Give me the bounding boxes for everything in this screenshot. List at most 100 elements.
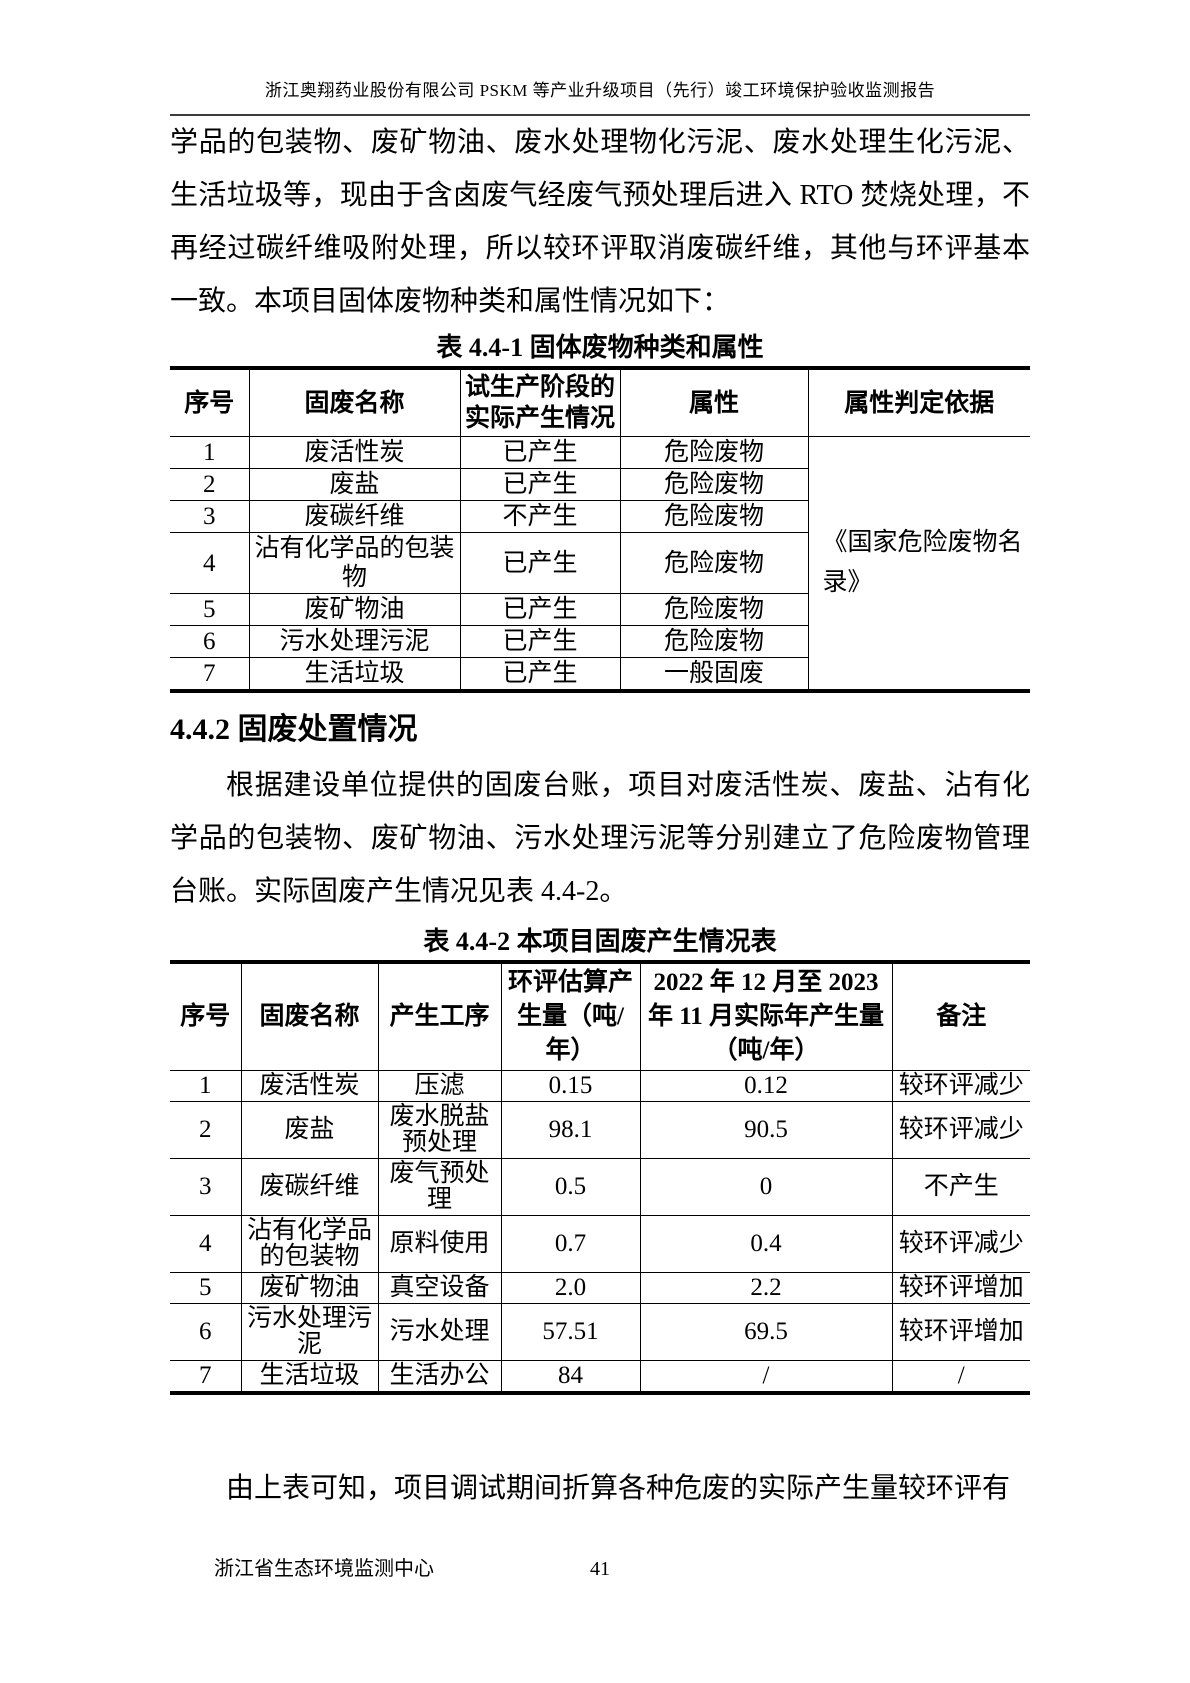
t2-cell: 0.15 <box>500 1070 641 1102</box>
page-header: 浙江奥翔药业股份有限公司 PSKM 等产业升级项目（先行）竣工环境保护验收监测报… <box>170 0 1030 116</box>
t2-cell: 6 <box>170 1303 242 1361</box>
table2-title: 表 4.4-2 本项目固废产生情况表 <box>423 927 777 956</box>
t1-cell: 5 <box>170 593 250 626</box>
table-row: 7 生活垃圾 已产生 一般固废 <box>170 657 1030 692</box>
t2-cell: 98.1 <box>500 1101 641 1159</box>
t2-header-eia-estimate: 环评估算产生量（吨/年） <box>500 961 641 1071</box>
table1-title: 表 4.4-1 固体废物种类和属性 <box>436 333 764 362</box>
t2-cell: 0.12 <box>639 1070 893 1102</box>
t2-cell: 1 <box>170 1070 242 1102</box>
t1-cell: 一般固废 <box>619 657 808 692</box>
t1-cell: 废矿物油 <box>248 593 461 626</box>
table-row: 3 废碳纤维 废气预处理 0.5 0 不产生 <box>170 1158 1030 1216</box>
page-footer: 浙江省生态环境监测中心 41 <box>170 1556 1030 1582</box>
t1-cell: 废盐 <box>248 468 461 501</box>
t2-cell: 生活垃圾 <box>240 1360 379 1394</box>
t1-header-waste-name: 固废名称 <box>248 367 461 437</box>
t1-cell: 4 <box>170 532 250 594</box>
t1-cell: 废碳纤维 <box>248 500 461 533</box>
t1-cell: 危险废物 <box>619 436 809 469</box>
t1-cell: 已产生 <box>459 532 621 594</box>
t2-header-index: 序号 <box>170 961 242 1071</box>
t2-cell: 生活办公 <box>377 1360 502 1394</box>
paragraph-2: 根据建设单位提供的固废台账，项目对废活性炭、废盐、沾有化学品的包装物、废矿物油、… <box>170 770 1030 907</box>
t2-cell: 较环评减少 <box>891 1101 1030 1159</box>
table-row: 7 生活垃圾 生活办公 84 / / <box>170 1360 1030 1394</box>
t2-cell: 69.5 <box>639 1303 893 1361</box>
t2-cell: 不产生 <box>891 1158 1030 1216</box>
t2-header-row: 序号 固废名称 产生工序 环评估算产生量（吨/年） 2022 年 12 月至 2… <box>170 961 1030 1071</box>
t1-cell: 危险废物 <box>619 500 808 533</box>
t2-header-remark: 备注 <box>891 961 1030 1071</box>
table-solid-waste-types: 序号 固废名称 试生产阶段的实际产生情况 属性 属性判定依据 1 废活性炭 已产… <box>170 366 1030 693</box>
t2-header-process: 产生工序 <box>377 961 502 1071</box>
t1-header-index: 序号 <box>170 367 250 437</box>
t1-cell: 1 <box>170 436 250 469</box>
t2-header-actual-amount: 2022 年 12 月至 2023 年 11 月实际年产生量（吨/年） <box>639 961 893 1071</box>
t1-header-row: 序号 固废名称 试生产阶段的实际产生情况 属性 属性判定依据 <box>170 367 1030 437</box>
t1-cell: 不产生 <box>459 500 621 533</box>
table-waste-generation: 序号 固废名称 产生工序 环评估算产生量（吨/年） 2022 年 12 月至 2… <box>170 960 1030 1395</box>
t2-cell: 4 <box>170 1215 242 1273</box>
t1-cell: 2 <box>170 468 250 501</box>
t2-cell: / <box>891 1360 1030 1394</box>
table-row: 2 废盐 废水脱盐预处理 98.1 90.5 较环评减少 <box>170 1101 1030 1159</box>
t1-cell: 危险废物 <box>619 532 808 594</box>
t1-cell: 危险废物 <box>619 625 808 658</box>
t2-cell: 2.0 <box>500 1272 641 1304</box>
t1-cell: 已产生 <box>459 657 621 692</box>
t1-cell: 7 <box>170 657 250 692</box>
t2-cell: 84 <box>500 1360 641 1394</box>
t1-cell: 危险废物 <box>619 593 808 626</box>
paragraph-3: 由上表可知，项目调试期间折算各种危废的实际产生量较环评有 <box>226 1473 1011 1504</box>
t2-cell: 废气预处理 <box>377 1158 502 1216</box>
t2-cell: 废矿物油 <box>240 1272 379 1304</box>
t1-cell: 已产生 <box>459 468 621 501</box>
t2-cell: 污水处理 <box>377 1303 502 1361</box>
t2-cell: 沾有化学品的包装物 <box>240 1215 379 1273</box>
t2-cell: 5 <box>170 1272 242 1304</box>
t2-cell: 废盐 <box>240 1101 379 1159</box>
table-row: 4 沾有化学品的包装物 原料使用 0.7 0.4 较环评减少 <box>170 1215 1030 1273</box>
page-number: 41 <box>590 1558 610 1580</box>
section-heading-4-4-2: 4.4.2 固废处置情况 <box>170 713 418 746</box>
paragraph-1: 学品的包装物、废矿物油、废水处理物化污泥、废水处理生化污泥、生活垃圾等，现由于含… <box>170 127 1030 317</box>
table-row: 6 污水处理污泥 已产生 危险废物 <box>170 625 1030 658</box>
t2-cell: 3 <box>170 1158 242 1216</box>
t2-cell: 原料使用 <box>377 1215 502 1273</box>
header-title: 浙江奥翔药业股份有限公司 PSKM 等产业升级项目（先行）竣工环境保护验收监测报… <box>264 81 936 100</box>
footer-org-name: 浙江省生态环境监测中心 <box>214 1558 434 1580</box>
t2-cell: 57.51 <box>500 1303 641 1361</box>
t1-cell: 生活垃圾 <box>248 657 461 692</box>
table-row: 6 污水处理污泥 污水处理 57.51 69.5 较环评增加 <box>170 1303 1030 1361</box>
table-row: 5 废矿物油 真空设备 2.0 2.2 较环评增加 <box>170 1272 1030 1304</box>
t1-cell: 已产生 <box>459 436 621 469</box>
t1-cell: 已产生 <box>459 625 621 658</box>
t1-merged-basis-cell: 《国家危险废物名录》 <box>807 436 1030 692</box>
t2-cell: 较环评增加 <box>891 1303 1030 1361</box>
t2-cell: 真空设备 <box>377 1272 502 1304</box>
t1-cell: 沾有化学品的包装物 <box>248 532 461 594</box>
t2-cell: 废活性炭 <box>240 1070 379 1102</box>
table-row: 4 沾有化学品的包装物 已产生 危险废物 <box>170 532 1030 594</box>
t2-cell: 污水处理污泥 <box>240 1303 379 1361</box>
t2-cell: 废水脱盐预处理 <box>377 1101 502 1159</box>
t2-cell: 0.7 <box>500 1215 641 1273</box>
t1-header-attribute: 属性 <box>619 367 809 437</box>
table-row: 1 废活性炭 压滤 0.15 0.12 较环评减少 <box>170 1070 1030 1102</box>
t2-cell: 0.5 <box>500 1158 641 1216</box>
t2-cell: 0.4 <box>639 1215 893 1273</box>
t1-cell: 6 <box>170 625 250 658</box>
t2-cell: / <box>639 1360 893 1394</box>
page-content: 学品的包装物、废矿物油、废水处理物化污泥、废水处理生化污泥、生活垃圾等，现由于含… <box>170 116 1030 1395</box>
t1-cell: 危险废物 <box>619 468 808 501</box>
table-row: 3 废碳纤维 不产生 危险废物 <box>170 500 1030 533</box>
t2-cell: 7 <box>170 1360 242 1394</box>
table-row: 5 废矿物油 已产生 危险废物 <box>170 593 1030 626</box>
t2-cell: 2 <box>170 1101 242 1159</box>
t1-cell: 3 <box>170 500 250 533</box>
t2-cell: 压滤 <box>377 1070 502 1102</box>
t1-cell: 废活性炭 <box>248 436 461 469</box>
t1-header-production-status: 试生产阶段的实际产生情况 <box>459 367 621 437</box>
